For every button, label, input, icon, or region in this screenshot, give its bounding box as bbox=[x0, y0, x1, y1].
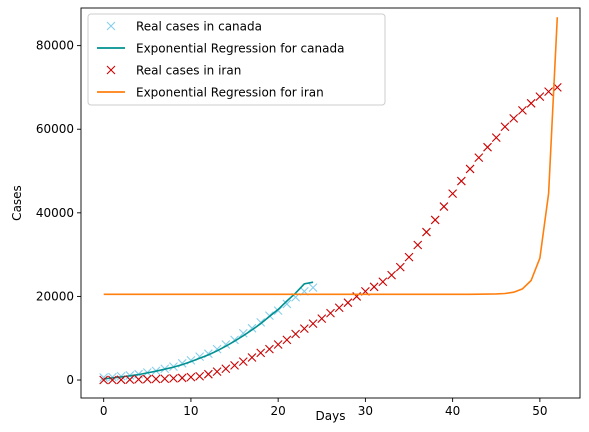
y-tick-label: 0 bbox=[66, 373, 74, 387]
series-2-point bbox=[99, 375, 109, 385]
series-2-point bbox=[256, 348, 266, 358]
series-2-point bbox=[221, 364, 231, 374]
series-2-point bbox=[456, 176, 466, 186]
series-2-point bbox=[317, 314, 327, 323]
legend-marker-swatch bbox=[106, 21, 116, 31]
series-2-point bbox=[535, 92, 545, 102]
series-2-point bbox=[326, 308, 335, 318]
y-axis-label: Cases bbox=[10, 185, 24, 221]
series-2-point bbox=[509, 113, 519, 123]
legend-label: Exponential Regression for iran bbox=[136, 86, 324, 100]
series-2-point bbox=[299, 324, 309, 333]
legend-label: Real cases in canada bbox=[136, 20, 262, 34]
series-2-point bbox=[500, 122, 510, 132]
series-2-point bbox=[134, 375, 143, 384]
series-2-point bbox=[230, 361, 239, 370]
series-2-point bbox=[195, 371, 205, 381]
series-2-point bbox=[343, 298, 353, 308]
series-2-point bbox=[212, 367, 222, 377]
legend-label: Exponential Regression for canada bbox=[136, 42, 344, 56]
series-0-point bbox=[99, 373, 109, 382]
x-tick-label: 20 bbox=[271, 404, 286, 418]
series-2-point bbox=[387, 270, 396, 280]
series-2-point bbox=[474, 153, 484, 163]
series-2-point bbox=[483, 142, 492, 152]
x-axis-label: Days bbox=[316, 409, 346, 423]
y-tick-label: 80000 bbox=[36, 39, 74, 53]
series-2-point bbox=[186, 372, 196, 382]
series-0-point bbox=[308, 283, 318, 293]
series-2-point bbox=[203, 369, 213, 379]
x-tick-label: 50 bbox=[532, 404, 547, 418]
series-2-point bbox=[378, 277, 388, 287]
series-2-point bbox=[404, 252, 414, 262]
series-2-point bbox=[369, 282, 379, 292]
series-0-point bbox=[238, 328, 248, 338]
x-tick-label: 0 bbox=[100, 404, 108, 418]
series-2-point bbox=[413, 240, 423, 250]
series-2-point bbox=[108, 375, 117, 385]
legend-marker-swatch bbox=[106, 65, 116, 75]
series-2-point bbox=[448, 189, 458, 198]
series-2-point bbox=[544, 87, 553, 96]
series-2-point bbox=[238, 357, 248, 367]
series-2-point bbox=[491, 133, 501, 142]
series-2-point bbox=[177, 373, 187, 383]
plot-frame bbox=[80, 7, 581, 399]
y-tick-label: 40000 bbox=[36, 206, 74, 220]
legend-box bbox=[87, 13, 386, 106]
series-2-point bbox=[334, 303, 344, 313]
axes: 0 10 20 30 40 50 0 20000 40000 60000 80000 bbox=[36, 7, 581, 418]
series-2-point bbox=[265, 344, 274, 354]
series-2-point bbox=[518, 106, 527, 115]
series-2-point bbox=[465, 164, 475, 174]
plot-area bbox=[99, 17, 562, 385]
series-2-point bbox=[308, 319, 318, 328]
series-2-point bbox=[439, 202, 449, 211]
x-tick-label: 10 bbox=[183, 404, 198, 418]
series-line-3 bbox=[103, 17, 559, 296]
series-2-point bbox=[291, 329, 300, 339]
series-2-point bbox=[395, 262, 405, 272]
legend-label: Real cases in iran bbox=[136, 64, 241, 78]
legend: Real cases in canada Exponential Regressi… bbox=[87, 13, 386, 106]
y-tick-label: 60000 bbox=[36, 122, 74, 136]
series-2-point bbox=[273, 340, 283, 349]
series-2-point bbox=[526, 98, 536, 108]
y-tick-label: 20000 bbox=[36, 289, 74, 303]
series-0-point bbox=[282, 299, 292, 309]
series-2-point bbox=[169, 373, 178, 383]
series-2-point bbox=[422, 227, 431, 237]
series-2-point bbox=[125, 375, 135, 384]
series-2-point bbox=[160, 374, 170, 384]
series-2-point bbox=[151, 374, 161, 384]
x-tick-label: 40 bbox=[445, 404, 460, 418]
series-2-point bbox=[116, 375, 126, 385]
series-2-point bbox=[247, 353, 257, 362]
series-2-point bbox=[142, 374, 152, 384]
x-tick-label: 30 bbox=[358, 404, 373, 418]
series-2-point bbox=[430, 215, 440, 225]
series-2-point bbox=[282, 335, 292, 345]
series-line-1 bbox=[103, 281, 314, 380]
